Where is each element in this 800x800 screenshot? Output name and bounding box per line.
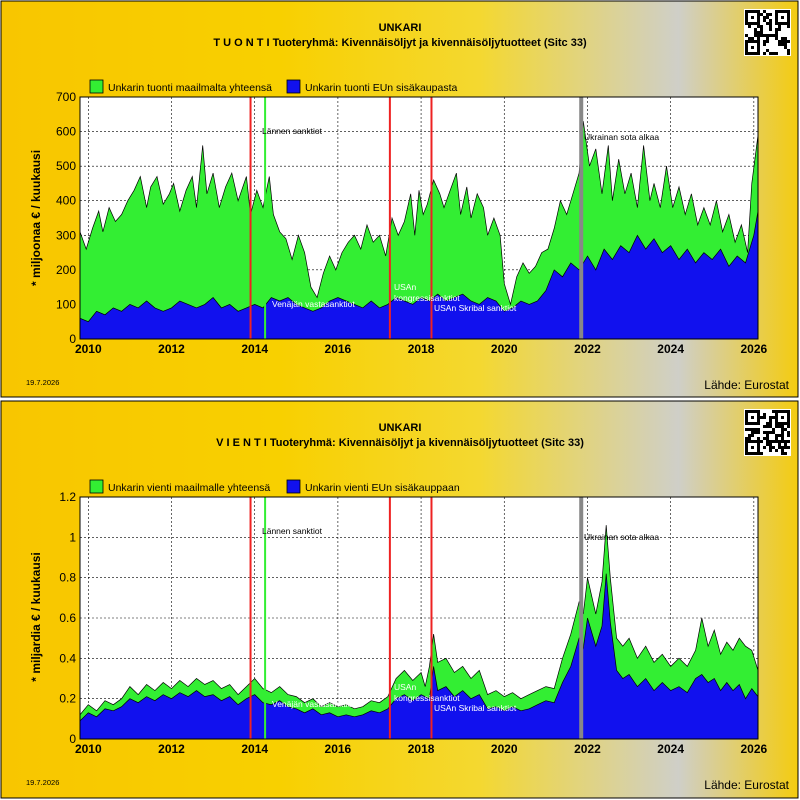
y-tick-label: 0 <box>69 732 76 746</box>
series-area-eu <box>79 573 759 740</box>
series-area-eu <box>79 211 759 340</box>
annotation-label: USAn Skribal sanktiot <box>434 703 517 713</box>
import-plot: Lännen sanktiot Venäjän vastasanktiot USAn… <box>79 96 759 340</box>
legend-label-eu: Unkarin vienti EUn sisäkauppaan <box>305 482 460 494</box>
x-tick-label: 2026 <box>740 342 767 356</box>
annotation-label: USAn <box>394 282 416 292</box>
legend-swatch-eu <box>286 79 301 94</box>
x-tick-label: 2020 <box>491 742 518 756</box>
x-tick-label: 2024 <box>657 742 684 756</box>
annotation-label: kongressisanktiot <box>394 293 460 303</box>
import-panel: UNKARI T U O N T I Tuoteryhmä: Kivennäis… <box>0 0 799 398</box>
import-source: Lähde: Eurostat <box>704 378 789 392</box>
y-tick-label: 100 <box>56 297 76 311</box>
annotation-label: Venäjän vastasanktiot <box>272 299 355 309</box>
export-x-ticks: 2010 2012 2014 2016 2018 2020 2022 2024 2026 <box>75 742 768 756</box>
export-country-title: UNKARI <box>379 422 422 434</box>
export-date: 19.7.2026 <box>26 778 59 787</box>
x-tick-label: 2018 <box>408 342 435 356</box>
import-x-ticks: 2010 2012 2014 2016 2018 2020 2022 2024 2026 <box>75 342 768 356</box>
legend-label-eu: Unkarin tuonti EUn sisäkaupasta <box>305 82 457 94</box>
y-tick-label: 1.2 <box>59 490 76 504</box>
y-tick-label: 300 <box>56 228 76 242</box>
legend-swatch-total <box>89 79 104 94</box>
legend-label-total: Unkarin vienti maailmalle yhteensä <box>108 482 270 494</box>
annotation-label: Lännen sanktiot <box>262 526 323 536</box>
export-subtitle: V I E N T I Tuoteryhmä: Kivennäisöljyt j… <box>216 437 584 449</box>
export-panel: UNKARI V I E N T I Tuoteryhmä: Kivennäis… <box>0 400 799 799</box>
x-tick-label: 2024 <box>657 342 684 356</box>
x-tick-label: 2020 <box>491 342 518 356</box>
annotation-label: Lännen sanktiot <box>262 126 323 136</box>
qr-code-icon <box>744 409 791 456</box>
export-y-axis-label: * miljardia € / kuukausi <box>29 552 43 681</box>
x-tick-label: 2010 <box>75 742 102 756</box>
x-tick-label: 2014 <box>241 342 268 356</box>
import-subtitle: T U O N T I Tuoteryhmä: Kivennäisöljyt j… <box>213 37 587 49</box>
y-tick-label: 500 <box>56 159 76 173</box>
legend-label-total: Unkarin tuonti maailmalta yhteensä <box>108 82 272 94</box>
y-tick-label: 0 <box>69 332 76 346</box>
x-tick-label: 2026 <box>740 742 767 756</box>
x-tick-label: 2012 <box>158 742 185 756</box>
annotation-label: Ukrainan sota alkaa <box>584 532 659 542</box>
x-tick-label: 2012 <box>158 342 185 356</box>
annotation-label: Venäjän vastasanktiot <box>272 699 355 709</box>
y-tick-label: 0.4 <box>59 651 76 665</box>
annotation-label: USAn Skribal sanktiot <box>434 303 517 313</box>
y-tick-label: 700 <box>56 90 76 104</box>
y-tick-label: 0.6 <box>59 611 76 625</box>
y-tick-label: 200 <box>56 263 76 277</box>
import-country-title: UNKARI <box>379 22 422 34</box>
x-tick-label: 2016 <box>325 342 352 356</box>
x-tick-label: 2022 <box>574 742 601 756</box>
x-tick-label: 2010 <box>75 342 102 356</box>
x-tick-label: 2014 <box>241 742 268 756</box>
y-tick-label: 600 <box>56 125 76 139</box>
import-y-axis-label: * miljoonaa € / kuukausi <box>29 150 43 286</box>
y-tick-label: 1 <box>69 530 76 544</box>
legend-swatch-total <box>89 479 104 494</box>
y-tick-label: 400 <box>56 194 76 208</box>
legend-swatch-eu <box>286 479 301 494</box>
annotation-label: kongressisanktiot <box>394 693 460 703</box>
qr-code-icon <box>744 9 791 56</box>
x-tick-label: 2018 <box>408 742 435 756</box>
export-plot: Lännen sanktiot Venäjän vastasanktiot USAn… <box>79 496 759 740</box>
export-source: Lähde: Eurostat <box>704 778 789 792</box>
import-date: 19.7.2026 <box>26 378 59 387</box>
x-tick-label: 2022 <box>574 342 601 356</box>
y-tick-label: 0.8 <box>59 571 76 585</box>
import-y-ticks: 0 100 200 300 400 500 600 700 <box>56 90 76 346</box>
annotation-label: USAn <box>394 682 416 692</box>
annotation-label: Ukrainan sota alkaa <box>584 132 659 142</box>
x-tick-label: 2016 <box>325 742 352 756</box>
y-tick-label: 0.2 <box>59 692 76 706</box>
export-y-ticks: 0 0.2 0.4 0.6 0.8 1 1.2 <box>59 490 76 746</box>
